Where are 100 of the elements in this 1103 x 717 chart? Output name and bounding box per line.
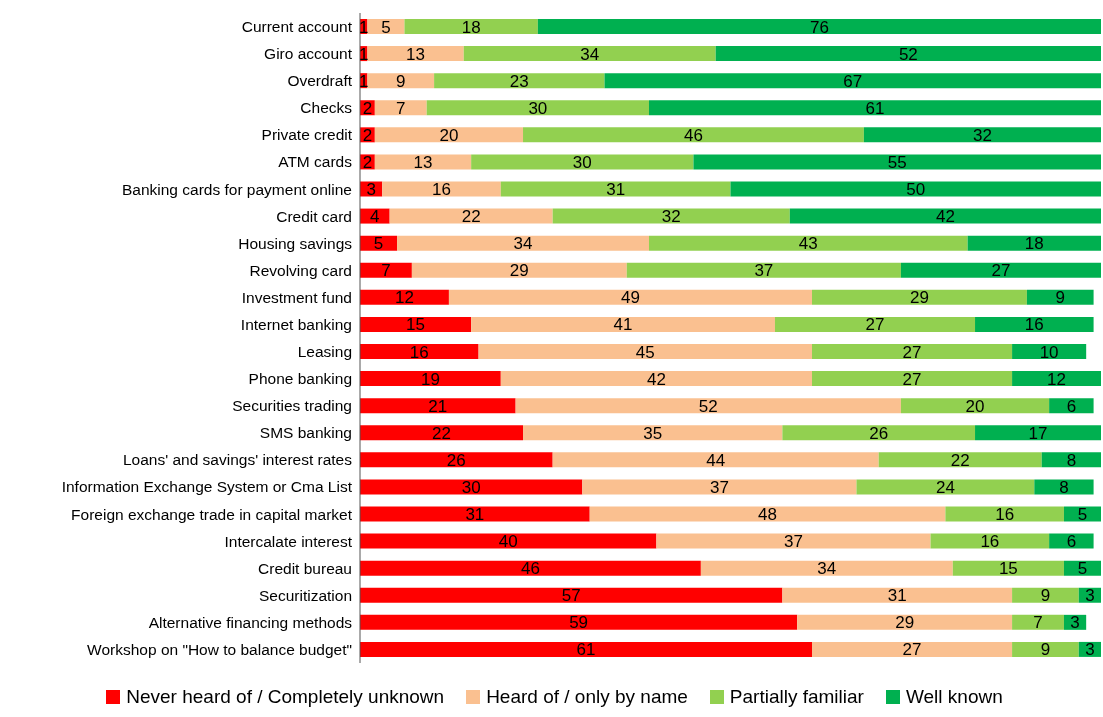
data-label: 2 bbox=[362, 98, 373, 118]
y-tick-label: SMS banking bbox=[259, 424, 352, 442]
bar bbox=[360, 506, 590, 522]
data-label: 2 bbox=[362, 125, 373, 145]
data-label: 3 bbox=[1070, 613, 1080, 633]
data-label: 3 bbox=[366, 180, 376, 200]
bar bbox=[360, 479, 583, 495]
data-label: 20 bbox=[965, 396, 985, 416]
data-label: 6 bbox=[1066, 532, 1077, 552]
data-label: 49 bbox=[621, 288, 640, 308]
bar bbox=[1049, 398, 1094, 414]
bar bbox=[1049, 533, 1094, 549]
bar bbox=[789, 208, 1101, 224]
bar bbox=[812, 641, 1013, 657]
data-label: 9 bbox=[1055, 288, 1065, 308]
data-label: 15 bbox=[998, 559, 1018, 579]
bar bbox=[930, 533, 1050, 549]
data-label: 9 bbox=[396, 71, 406, 91]
bar bbox=[648, 100, 1101, 116]
bar bbox=[715, 46, 1101, 62]
bar bbox=[700, 560, 953, 576]
data-label: 35 bbox=[643, 423, 663, 443]
data-label: 37 bbox=[709, 477, 729, 497]
data-label: 7 bbox=[1033, 613, 1043, 633]
y-tick-label: Credit card bbox=[276, 207, 352, 225]
bar bbox=[397, 235, 649, 251]
data-label: 24 bbox=[935, 477, 955, 497]
bar bbox=[656, 533, 931, 549]
data-label: 3 bbox=[1085, 586, 1095, 606]
data-label: 17 bbox=[1028, 423, 1048, 443]
data-label: 6 bbox=[1066, 396, 1077, 416]
data-label: 10 bbox=[1039, 342, 1059, 362]
data-label: 16 bbox=[432, 180, 451, 200]
bar bbox=[878, 452, 1042, 468]
data-label: 27 bbox=[902, 342, 922, 362]
data-label: 9 bbox=[1040, 586, 1051, 606]
data-label: 12 bbox=[1047, 369, 1066, 389]
data-label: 23 bbox=[509, 71, 529, 91]
data-label: 32 bbox=[972, 125, 992, 145]
bar bbox=[360, 289, 449, 305]
data-label: 31 bbox=[887, 586, 907, 606]
data-label: 34 bbox=[817, 559, 837, 579]
bar bbox=[863, 127, 1101, 143]
y-tick-label: Credit bureau bbox=[258, 559, 352, 577]
data-label: 41 bbox=[613, 315, 633, 335]
data-label: 20 bbox=[439, 125, 459, 145]
data-label: 27 bbox=[865, 315, 885, 335]
y-tick-label: Current account bbox=[241, 18, 353, 36]
data-label: 26 bbox=[446, 450, 466, 470]
bar bbox=[537, 19, 1101, 34]
data-label: 8 bbox=[1066, 450, 1077, 470]
data-label: 5 bbox=[381, 17, 391, 37]
data-label: 31 bbox=[465, 505, 485, 525]
bar bbox=[360, 641, 813, 657]
data-label: 27 bbox=[902, 640, 922, 660]
y-tick-label: Alternative financing methods bbox=[148, 613, 353, 631]
bar bbox=[523, 127, 864, 143]
bar bbox=[730, 181, 1101, 197]
bar bbox=[360, 398, 516, 414]
data-label: 45 bbox=[635, 342, 655, 362]
bar bbox=[774, 316, 976, 332]
bar bbox=[360, 425, 524, 441]
y-tick-label: Leasing bbox=[297, 343, 352, 361]
y-tick-label: ATM cards bbox=[278, 153, 353, 171]
data-label: 52 bbox=[898, 44, 918, 64]
data-label: 61 bbox=[865, 98, 885, 118]
data-label: 22 bbox=[461, 207, 481, 227]
data-label: 34 bbox=[513, 234, 533, 254]
y-tick-label: Loans' and savings' interest rates bbox=[122, 451, 353, 469]
data-label: 61 bbox=[576, 640, 596, 660]
data-label: 29 bbox=[509, 261, 529, 281]
data-label: 67 bbox=[843, 71, 863, 91]
bar bbox=[975, 425, 1101, 441]
y-tick-label: Private credit bbox=[261, 126, 353, 144]
bar bbox=[1041, 452, 1101, 468]
bar bbox=[463, 46, 716, 62]
bar bbox=[589, 506, 946, 522]
data-label: 52 bbox=[698, 396, 718, 416]
data-label: 46 bbox=[520, 559, 540, 579]
data-label: 13 bbox=[406, 44, 426, 64]
data-label: 7 bbox=[396, 98, 406, 118]
bar bbox=[500, 181, 731, 197]
bar bbox=[812, 344, 1013, 359]
data-label: 44 bbox=[706, 450, 726, 470]
data-label: 16 bbox=[980, 532, 1000, 552]
data-label: 27 bbox=[902, 369, 922, 389]
bar bbox=[812, 371, 1013, 387]
bar bbox=[797, 614, 1013, 630]
bar bbox=[945, 506, 1064, 522]
bar bbox=[1034, 479, 1094, 495]
y-tick-label: Foreign exchange trade in capital market bbox=[71, 505, 353, 523]
bar bbox=[604, 73, 1101, 89]
bar bbox=[389, 208, 553, 224]
bar bbox=[648, 235, 968, 251]
bar bbox=[626, 262, 901, 278]
data-label: 42 bbox=[935, 207, 955, 227]
data-label: 18 bbox=[1024, 234, 1044, 254]
bar bbox=[812, 289, 1027, 305]
y-tick-label: Overdraft bbox=[287, 72, 353, 90]
bar bbox=[360, 560, 701, 576]
